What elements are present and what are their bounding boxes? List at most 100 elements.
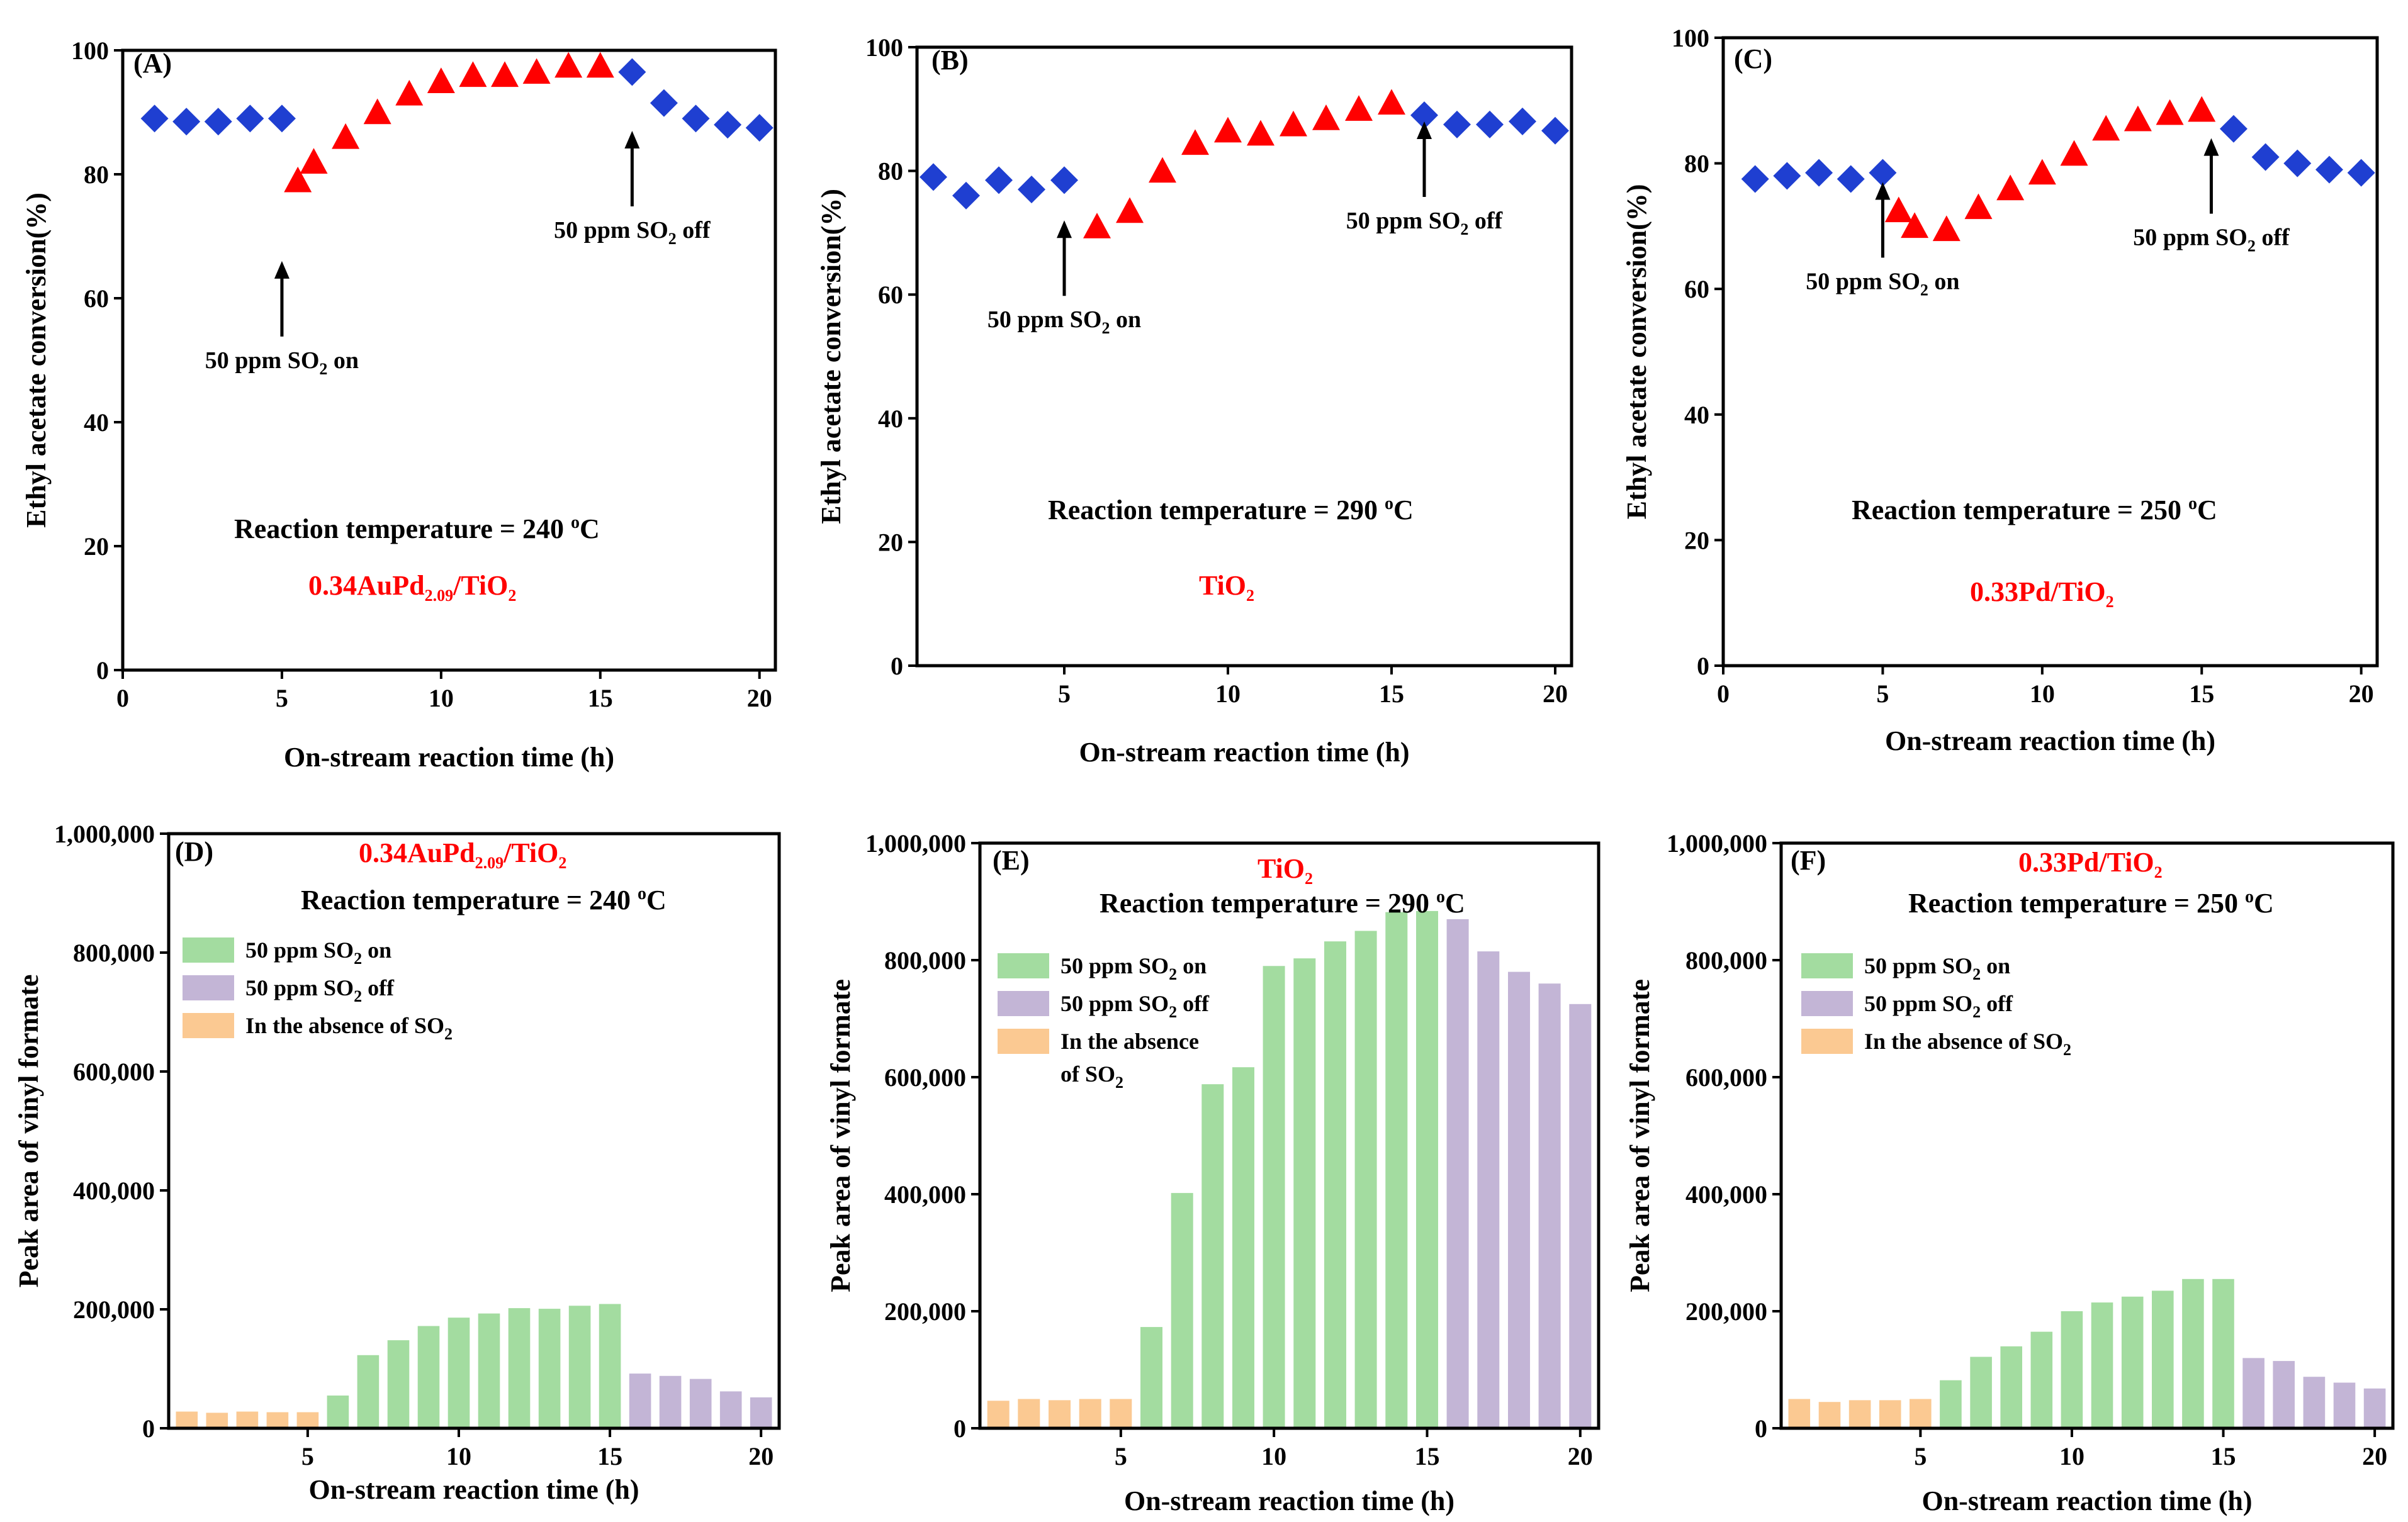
legend-swatch-absence <box>998 1029 1049 1054</box>
so2-off-annotation-sub: 2 <box>1460 220 1468 238</box>
plot-frame <box>1779 841 2395 1430</box>
annotation-arrow-head <box>2203 138 2219 156</box>
diamond-marker-19h <box>1509 107 1536 135</box>
x-tick-label: 5 <box>1115 1442 1127 1470</box>
triangle-marker-11h <box>2060 140 2088 166</box>
plot-frame <box>978 841 1601 1430</box>
bar-on-6h <box>1940 1380 1962 1428</box>
legend-label-off: 50 ppm SO2 off <box>1864 991 2013 1021</box>
legend-label-on: 50 ppm SO2 on <box>245 937 391 968</box>
triangle-marker-12h <box>2092 115 2120 141</box>
bar-on-9h <box>417 1326 440 1428</box>
so2-off-annotation-tail: off <box>677 217 711 243</box>
triangle-marker-14h <box>2156 99 2184 125</box>
bar-off-19h <box>2333 1382 2356 1428</box>
triangle-marker-10h <box>427 67 455 93</box>
x-tick-label: 10 <box>429 684 454 712</box>
x-tick-label: 15 <box>2211 1442 2236 1470</box>
legend-label-on-tail: on <box>362 937 391 963</box>
diamond-marker-16h <box>2219 115 2248 143</box>
diamond-marker-16h <box>1410 101 1438 130</box>
triangle-marker-15h <box>586 52 614 78</box>
x-axis-title: On-stream reaction time (h) <box>1885 725 2215 756</box>
catalyst-sub: 2.09 <box>425 586 454 605</box>
legend-label-absence-line2: of SO2 <box>1061 1061 1123 1092</box>
bar-on-10h <box>447 1318 470 1428</box>
y-tick-label: 0 <box>96 656 109 685</box>
diamond-marker-1h <box>140 104 169 133</box>
legend-label-off: 50 ppm SO2 off <box>1061 991 1210 1021</box>
legend-swatch-on <box>1801 953 1853 978</box>
catalyst-sub2: 2 <box>558 854 566 872</box>
triangle-marker-12h <box>491 61 519 87</box>
diamond-marker-3h <box>204 108 232 136</box>
x-tick-label: 20 <box>1568 1442 1593 1470</box>
panel-f-vinyl-formate-chart: 0 200,000 400,000 600,000 800,000 1,000,000 5 1… <box>1624 829 2395 1516</box>
bar-absence-1h <box>987 1401 1010 1428</box>
catalyst-main: TiO <box>1257 853 1305 884</box>
x-tick-label: 15 <box>1414 1442 1439 1470</box>
triangle-marker-6h <box>1901 212 1929 238</box>
so2-on-annotation-tail: on <box>327 347 359 374</box>
bar-on-7h <box>1970 1357 1992 1428</box>
bar-on-10h <box>2061 1311 2083 1428</box>
x-tick-label: 5 <box>1914 1442 1927 1470</box>
bar-on-7h <box>357 1355 380 1428</box>
x-tick-label: 20 <box>1543 680 1568 708</box>
so2-on-annotation-tail: on <box>1928 269 1960 295</box>
bar-on-11h <box>1293 958 1316 1428</box>
legend-label-on-sub: 2 <box>354 949 362 968</box>
bar-absence-5h <box>1110 1399 1132 1428</box>
so2-on-annotation-sub: 2 <box>1101 319 1110 337</box>
y-tick-label: 1,000,000 <box>865 829 966 858</box>
so2-off-annotation: 50 ppm SO2 off <box>1346 208 1504 238</box>
so2-off-annotation: 50 ppm SO2 off <box>554 217 711 248</box>
triangle-marker-13h <box>522 58 551 84</box>
diamond-marker-2h <box>1773 162 1801 190</box>
temp-unit: C <box>646 885 667 915</box>
triangle-marker-7h <box>332 123 360 149</box>
bar-absence-3h <box>1848 1400 1871 1428</box>
catalyst-sub2: 2 <box>508 586 516 605</box>
legend-label-absence-main: In the absence of SO <box>1864 1029 2063 1054</box>
reaction-temperature: Reaction temperature = 240 oC <box>234 513 600 544</box>
bar-on-12h <box>1324 941 1346 1428</box>
bar-off-18h <box>1508 971 1530 1428</box>
so2-off-annotation-main: 50 ppm SO <box>554 217 668 243</box>
triangle-marker-13h <box>1312 104 1340 130</box>
legend-label-on-main: 50 ppm SO <box>1864 953 1972 978</box>
legend-label-absence-sub: 2 <box>444 1025 453 1043</box>
x-tick-label: 10 <box>1215 680 1241 708</box>
y-tick-label: 20 <box>1684 526 1709 554</box>
bar-on-13h <box>2152 1290 2174 1428</box>
temp-degree: o <box>2245 887 2254 907</box>
legend-label-on-main: 50 ppm SO <box>1061 953 1169 978</box>
y-axis-title: Ethyl acetate conversion(%) <box>1621 184 1652 520</box>
bar-on-10h <box>1263 966 1285 1428</box>
y-tick-label: 200,000 <box>884 1297 966 1326</box>
triangle-marker-8h <box>1149 157 1176 183</box>
catalyst-tail: /TiO <box>453 570 508 601</box>
so2-on-annotation-sub: 2 <box>1920 281 1928 299</box>
y-tick-label: 0 <box>1697 652 1709 680</box>
y-tick-label: 100 <box>1672 24 1709 52</box>
legend-label-off-main: 50 ppm SO <box>1864 991 1972 1016</box>
so2-off-annotation-tail: off <box>2256 225 2290 251</box>
so2-off-annotation: 50 ppm SO2 off <box>2133 225 2290 255</box>
bar-absence-4h <box>266 1412 289 1428</box>
legend-label-absence-line2-main: of SO <box>1061 1061 1115 1087</box>
annotation-arrow-head <box>1417 121 1432 139</box>
panel-e-vinyl-formate-chart: 0 200,000 400,000 600,000 800,000 1,000,000 5 1… <box>825 829 1601 1516</box>
triangle-marker-12h <box>1280 110 1307 137</box>
temp-degree: o <box>1436 887 1445 907</box>
y-tick-label: 400,000 <box>884 1180 966 1209</box>
panel-a-conversion-chart: 0 20 40 60 80 100 0 5 10 15 20 On-stream reaction t… <box>21 36 777 773</box>
catalyst-tail: /TiO <box>503 837 558 868</box>
so2-on-annotation-main: 50 ppm SO <box>1806 269 1920 295</box>
diamond-marker-19h <box>2315 155 2343 184</box>
bar-on-9h <box>1232 1067 1254 1428</box>
y-tick-label: 20 <box>878 528 903 556</box>
bar-off-18h <box>2303 1377 2326 1428</box>
panel-b-conversion-chart: 0 20 40 60 80 100 5 10 15 20 On-stream reaction ti… <box>816 33 1573 768</box>
